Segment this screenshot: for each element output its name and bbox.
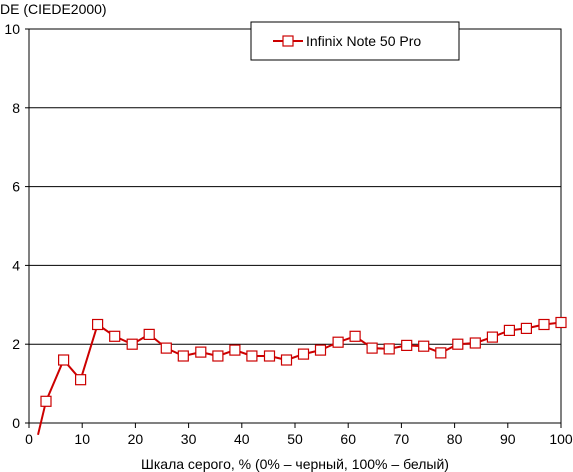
data-point <box>452 338 464 350</box>
data-point <box>520 322 533 334</box>
data-point <box>503 324 515 336</box>
data-point <box>418 340 430 352</box>
data-point <box>74 374 87 386</box>
series-markers <box>40 316 567 407</box>
data-point <box>297 348 310 360</box>
y-tick-label: 6 <box>12 179 20 195</box>
legend: Infinix Note 50 Pro <box>250 21 460 61</box>
plot-area <box>28 28 562 424</box>
x-axis-ticks: 0 10 20 30 40 50 60 70 80 90 100 <box>25 423 573 447</box>
data-point <box>469 337 481 349</box>
data-point <box>40 395 52 407</box>
data-point <box>401 339 413 351</box>
data-point <box>91 318 104 331</box>
y-axis-ticks: 0 2 4 6 8 10 <box>4 21 29 431</box>
data-point <box>212 350 224 362</box>
x-tick-label: 100 <box>549 431 573 447</box>
x-tick-label: 0 <box>25 431 33 447</box>
data-point <box>366 342 378 354</box>
data-point <box>555 316 567 329</box>
data-point <box>280 354 293 366</box>
data-point <box>160 342 172 354</box>
x-tick-label: 50 <box>287 431 303 447</box>
data-point <box>195 346 207 358</box>
y-axis-title: DE (CIEDE2000) <box>0 1 107 17</box>
x-tick-label: 80 <box>447 431 463 447</box>
data-point <box>383 343 395 355</box>
legend-label: Infinix Note 50 Pro <box>306 33 421 49</box>
data-point <box>314 344 327 356</box>
x-tick-label: 10 <box>74 431 90 447</box>
x-tick-label: 60 <box>340 431 356 447</box>
data-point <box>143 328 155 340</box>
y-tick-label: 4 <box>12 257 20 273</box>
data-point <box>57 354 70 366</box>
data-point <box>246 350 258 362</box>
data-point <box>229 344 241 356</box>
x-tick-label: 90 <box>500 431 516 447</box>
legend-marker <box>282 35 294 47</box>
y-tick-label: 10 <box>4 21 20 37</box>
x-axis-title: Шкала серого, % (0% – черный, 100% – бел… <box>141 456 449 472</box>
y-tick-label: 2 <box>12 336 20 352</box>
y-tick-label: 8 <box>12 100 20 116</box>
data-point <box>177 350 189 362</box>
data-point <box>109 330 121 342</box>
x-tick-label: 40 <box>234 431 250 447</box>
x-tick-label: 30 <box>181 431 197 447</box>
data-point <box>538 318 550 331</box>
data-point <box>486 331 498 343</box>
data-point <box>332 336 344 348</box>
x-tick-label: 20 <box>128 431 144 447</box>
data-point <box>126 338 138 350</box>
data-point <box>349 330 361 342</box>
data-point <box>435 347 447 359</box>
data-point <box>263 350 276 362</box>
x-tick-label: 70 <box>394 431 410 447</box>
y-tick-label: 0 <box>12 415 20 431</box>
